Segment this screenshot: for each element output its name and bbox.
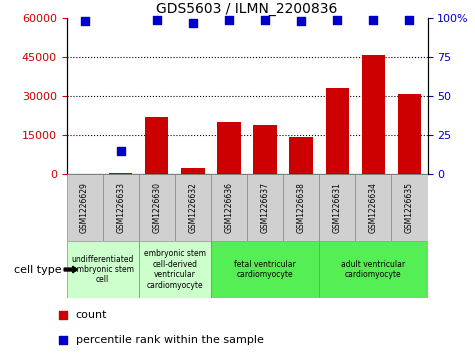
Bar — [181, 168, 205, 174]
Bar — [139, 241, 211, 298]
Point — [261, 17, 269, 23]
Bar — [319, 174, 355, 241]
Bar — [145, 117, 169, 174]
Text: GSM1226631: GSM1226631 — [333, 182, 342, 233]
Text: GSM1226637: GSM1226637 — [261, 182, 269, 233]
Text: fetal ventricular
cardiomyocyte: fetal ventricular cardiomyocyte — [234, 260, 296, 279]
Point — [59, 337, 66, 343]
Point — [189, 20, 197, 26]
Bar — [355, 174, 391, 241]
Bar — [247, 174, 283, 241]
Text: GSM1226629: GSM1226629 — [80, 182, 89, 233]
Point — [333, 17, 341, 23]
Point — [406, 17, 413, 23]
Point — [59, 311, 66, 317]
Bar — [211, 241, 319, 298]
Text: count: count — [76, 310, 107, 319]
Bar — [139, 174, 175, 241]
Bar — [319, 241, 428, 298]
Point — [370, 17, 377, 23]
Text: GSM1226635: GSM1226635 — [405, 182, 414, 233]
Text: percentile rank within the sample: percentile rank within the sample — [76, 335, 264, 345]
Bar — [109, 173, 133, 174]
Text: GSM1226634: GSM1226634 — [369, 182, 378, 233]
Bar — [253, 125, 277, 174]
Point — [81, 19, 88, 24]
Bar — [283, 174, 319, 241]
Bar — [391, 174, 428, 241]
Text: GSM1226638: GSM1226638 — [297, 182, 305, 233]
Point — [225, 17, 233, 23]
Text: undifferentiated
embryonic stem
cell: undifferentiated embryonic stem cell — [71, 254, 134, 285]
Text: embryonic stem
cell-derived
ventricular
cardiomyocyte: embryonic stem cell-derived ventricular … — [144, 249, 206, 290]
Bar — [66, 174, 103, 241]
Bar — [398, 94, 421, 174]
Bar — [103, 174, 139, 241]
Text: GSM1226636: GSM1226636 — [225, 182, 233, 233]
Point — [117, 148, 124, 154]
Bar — [66, 241, 139, 298]
Text: GSM1226630: GSM1226630 — [152, 182, 161, 233]
Bar — [211, 174, 247, 241]
Text: cell type: cell type — [14, 265, 62, 274]
Point — [153, 17, 161, 23]
Text: GSM1226633: GSM1226633 — [116, 182, 125, 233]
Title: GDS5603 / ILMN_2200836: GDS5603 / ILMN_2200836 — [156, 2, 338, 16]
Bar — [325, 88, 349, 174]
Point — [297, 19, 305, 24]
Text: adult ventricular
cardiomyocyte: adult ventricular cardiomyocyte — [341, 260, 406, 279]
Bar — [217, 122, 241, 174]
Bar — [289, 136, 313, 174]
Bar — [361, 54, 385, 174]
Bar — [175, 174, 211, 241]
Text: GSM1226632: GSM1226632 — [189, 182, 197, 233]
